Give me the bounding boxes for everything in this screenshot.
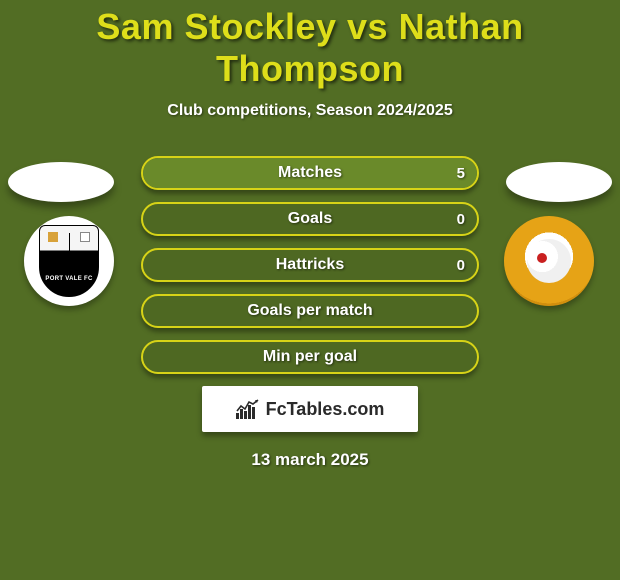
stat-bar-min_per_goal: Min per goal [141, 340, 479, 374]
mk-dons-crest-icon [527, 239, 571, 283]
branding-text: FcTables.com [266, 399, 385, 420]
stat-label: Hattricks [143, 250, 477, 280]
player-right-avatar [506, 162, 612, 202]
page-subtitle: Club competitions, Season 2024/2025 [0, 102, 620, 120]
stat-bar-hattricks: Hattricks0 [141, 248, 479, 282]
stat-value-right: 0 [457, 250, 465, 280]
stat-bar-goals: Goals0 [141, 202, 479, 236]
stat-label: Matches [143, 158, 477, 188]
port-vale-crest-icon: PORT VALE FC [39, 225, 99, 297]
stat-bar-goals_per_match: Goals per match [141, 294, 479, 328]
stat-value-right: 5 [457, 158, 465, 188]
comparison-panel: PORT VALE FC Matches5Goals0Hattricks0Goa… [0, 156, 620, 470]
stat-value-right: 0 [457, 204, 465, 234]
stat-label: Min per goal [143, 342, 477, 372]
stat-label: Goals [143, 204, 477, 234]
club-badge-right [504, 216, 594, 306]
date-label: 13 march 2025 [0, 450, 620, 470]
fctables-logo-icon [236, 399, 260, 419]
club-badge-left: PORT VALE FC [24, 216, 114, 306]
stat-label: Goals per match [143, 296, 477, 326]
stat-bar-matches: Matches5 [141, 156, 479, 190]
player-left-avatar [8, 162, 114, 202]
page-title: Sam Stockley vs Nathan Thompson [0, 0, 620, 90]
branding-box: FcTables.com [202, 386, 418, 432]
stat-bars: Matches5Goals0Hattricks0Goals per matchM… [141, 156, 479, 374]
